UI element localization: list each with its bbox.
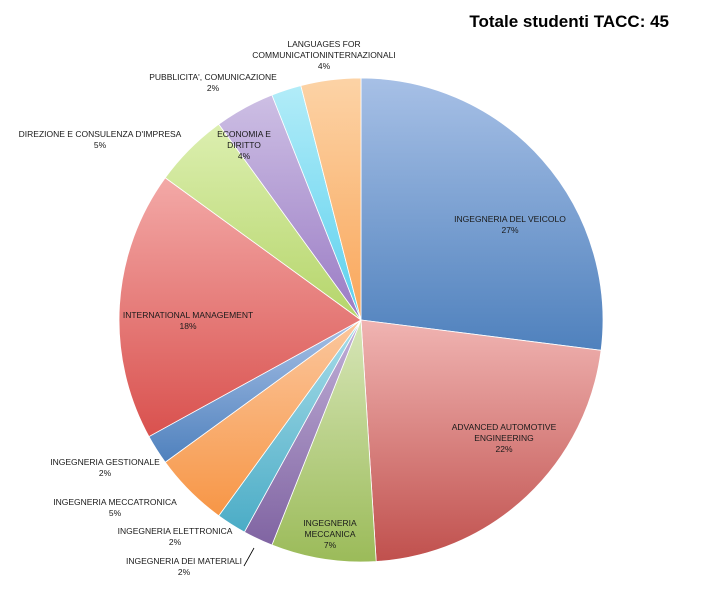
slice-label: INGEGNERIA ELETTRONICA 2% — [118, 526, 233, 547]
pie-slice — [360, 319, 602, 562]
slice-labels: INGEGNERIA DEL VEICOLO 27% ADVANCED AUTOMO… — [19, 39, 567, 577]
leader-line — [243, 547, 255, 567]
pie-slice — [271, 319, 377, 563]
slice-label: INGEGNERIA DEL VEICOLO 27% — [454, 214, 566, 235]
slice-label: ECONOMIA E DIRITTO 4% — [217, 129, 271, 161]
slice-label: DIREZIONE E CONSULENZA D'IMPRESA 5% — [19, 129, 182, 150]
slice-label: ADVANCED AUTOMOTIVE ENGINEERING 22% — [452, 422, 557, 454]
pie-slices — [118, 77, 604, 563]
pie-slice — [300, 77, 362, 321]
slice-label: INGEGNERIA MECCANICA 7% — [303, 518, 357, 550]
slice-label: PUBBLICITA', COMUNICAZIONE 2% — [149, 72, 277, 93]
chart-title: Totale studenti TACC: 45 — [469, 12, 669, 31]
slice-label: INGEGNERIA MECCATRONICA 5% — [53, 497, 177, 518]
slice-label: INGEGNERIA DEI MATERIALI 2% — [126, 556, 242, 577]
pie-slice — [360, 77, 604, 351]
slice-label: INTERNATIONAL MANAGEMENT 18% — [123, 310, 253, 331]
slice-label: INGEGNERIA GESTIONALE 2% — [50, 457, 160, 478]
leader-lines — [243, 547, 255, 567]
slice-label: LANGUAGES FOR COMMUNICATIONINTERNAZIONALI… — [252, 39, 395, 71]
pie-slice — [118, 177, 362, 438]
